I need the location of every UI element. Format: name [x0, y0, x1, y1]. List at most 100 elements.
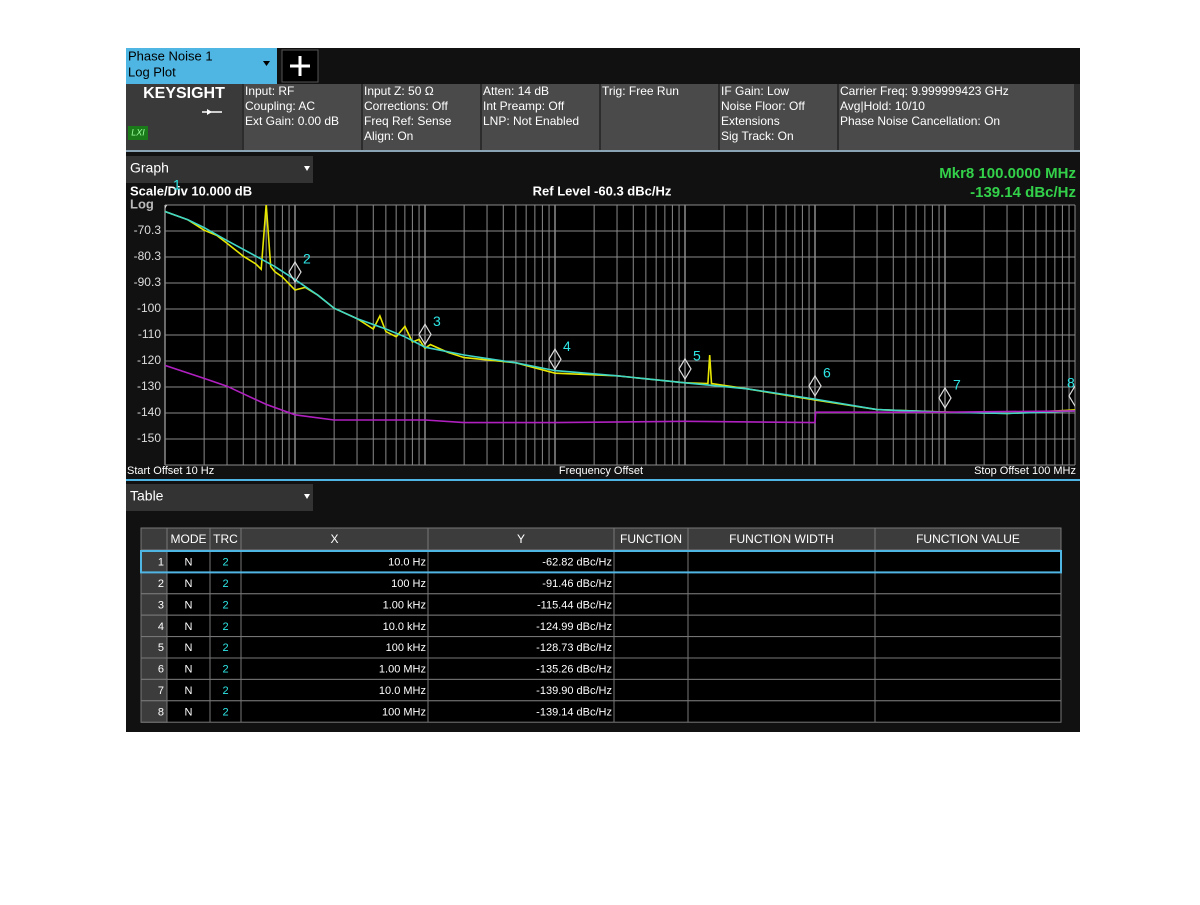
marker-label: 7 [953, 377, 961, 393]
status-column [482, 84, 599, 150]
y-tick-label: -70.3 [134, 223, 162, 237]
column-header: TRC [213, 532, 238, 546]
graph-dropdown[interactable] [126, 156, 313, 183]
dropdown-arrow [304, 166, 310, 171]
marker-label: 2 [303, 251, 311, 267]
selected-row [140, 550, 1062, 574]
status-column [720, 84, 837, 150]
dropdown-arrow [304, 494, 310, 499]
chart-title: Ref Level -60.3 dBc/Hz [533, 183, 672, 198]
table-cell: -124.99 dBc/Hz [536, 621, 612, 633]
status-text: Input Z: 50 Ω [364, 84, 434, 98]
marker [288, 260, 302, 284]
y-tick-label: -140 [137, 405, 161, 419]
status-text: Noise Floor: Off [721, 99, 805, 113]
y-tick-label: -130 [137, 379, 161, 393]
scale-label: Scale/Div 10.000 dB [130, 183, 252, 198]
marker [548, 348, 562, 371]
column-header: X [330, 532, 338, 546]
table-dropdown[interactable] [126, 484, 313, 511]
status-text: LNP: Not Enabled [483, 114, 579, 128]
status-text: Coupling: AC [245, 99, 315, 113]
status-column [839, 84, 1074, 150]
lxi-badge [128, 126, 148, 140]
scale-type: Log [130, 196, 154, 211]
y-tick-label: -90.3 [134, 275, 162, 289]
table-cell: 2 [158, 578, 164, 590]
table-cell: -139.90 dBc/Hz [536, 685, 612, 697]
marker-readout: Mkr8 100.0000 MHz [939, 165, 1076, 182]
table-cell: 100 MHz [382, 706, 426, 718]
marker-label: 5 [693, 348, 701, 364]
table-cell: 10.0 Hz [388, 557, 426, 569]
table-cell: -139.14 dBc/Hz [536, 706, 612, 718]
table-cell: 2 [222, 557, 228, 569]
status-text: IF Gain: Low [721, 84, 789, 98]
marker [808, 374, 822, 398]
table-cell: N [185, 685, 193, 697]
table-cell: N [185, 664, 193, 676]
marker-label: 6 [823, 365, 831, 381]
plot-traces [165, 205, 1075, 424]
table-cell: 2 [222, 621, 228, 633]
status-text: Sig Track: On [721, 129, 794, 143]
y-tick-label: -150 [137, 431, 161, 445]
table-cell: 8 [158, 706, 164, 718]
column-header: MODE [171, 532, 207, 546]
table-cell: 3 [158, 599, 164, 611]
table-cell: N [185, 642, 193, 654]
table-cell: 1.00 kHz [383, 599, 426, 611]
tab-title: Phase Noise 1 [128, 48, 213, 63]
status-text: Trig: Free Run [602, 84, 679, 98]
x-stop-label: Stop Offset 100 MHz [974, 465, 1076, 477]
status-text: Input: RF [245, 84, 294, 98]
tab-subtitle: Log Plot [128, 64, 176, 79]
tab[interactable] [126, 48, 277, 84]
trace [165, 364, 1075, 424]
table-header [140, 527, 1062, 551]
marker-label: 4 [563, 338, 571, 354]
logo: KEYSIGHT [143, 85, 225, 102]
table-cell: 2 [222, 706, 228, 718]
x-start-label: Start Offset 10 Hz [127, 465, 214, 477]
marker-readout: -139.14 dBc/Hz [970, 184, 1076, 201]
table-cell: 10.0 kHz [383, 621, 426, 633]
status-text: Ext Gain: 0.00 dB [245, 114, 339, 128]
panel-label: Graph [130, 160, 169, 176]
table-cell: 10.0 MHz [379, 685, 426, 697]
status-text: Freq Ref: Sense [364, 114, 452, 128]
table-cell: 2 [222, 664, 228, 676]
marker-label: 8 [1067, 375, 1075, 391]
column-header: Y [517, 532, 525, 546]
y-tick-label: -100 [137, 301, 161, 315]
table-cell: 1 [158, 557, 164, 569]
status-text: Align: On [364, 129, 413, 143]
marker-label: 3 [433, 313, 441, 329]
table-cell: 2 [222, 685, 228, 697]
table-cell: 100 Hz [391, 578, 426, 590]
status-text: Carrier Freq: 9.999999423 GHz [840, 84, 1009, 98]
table-cell: N [185, 621, 193, 633]
trace [165, 205, 1075, 415]
status-text: Phase Noise Cancellation: On [840, 114, 1000, 128]
panel-label: Table [130, 488, 164, 504]
table-cell: 1.00 MHz [379, 664, 426, 676]
table-cell: 100 kHz [386, 642, 426, 654]
table-cell: -91.46 dBc/Hz [542, 578, 612, 590]
marker [938, 386, 952, 410]
table-cell: N [185, 557, 193, 569]
dropdown-arrow [263, 61, 270, 66]
status-text: Avg|Hold: 10/10 [840, 99, 925, 113]
trace [165, 210, 1075, 415]
table-cell: 2 [222, 599, 228, 611]
table-cell: 6 [158, 664, 164, 676]
marker [678, 357, 692, 381]
table-cell: N [185, 578, 193, 590]
table-cell: 7 [158, 685, 164, 697]
column-header: FUNCTION [620, 532, 682, 546]
y-tick-label: -120 [137, 353, 161, 367]
column-header: FUNCTION VALUE [916, 532, 1020, 546]
marker-label: 1 [173, 176, 181, 192]
